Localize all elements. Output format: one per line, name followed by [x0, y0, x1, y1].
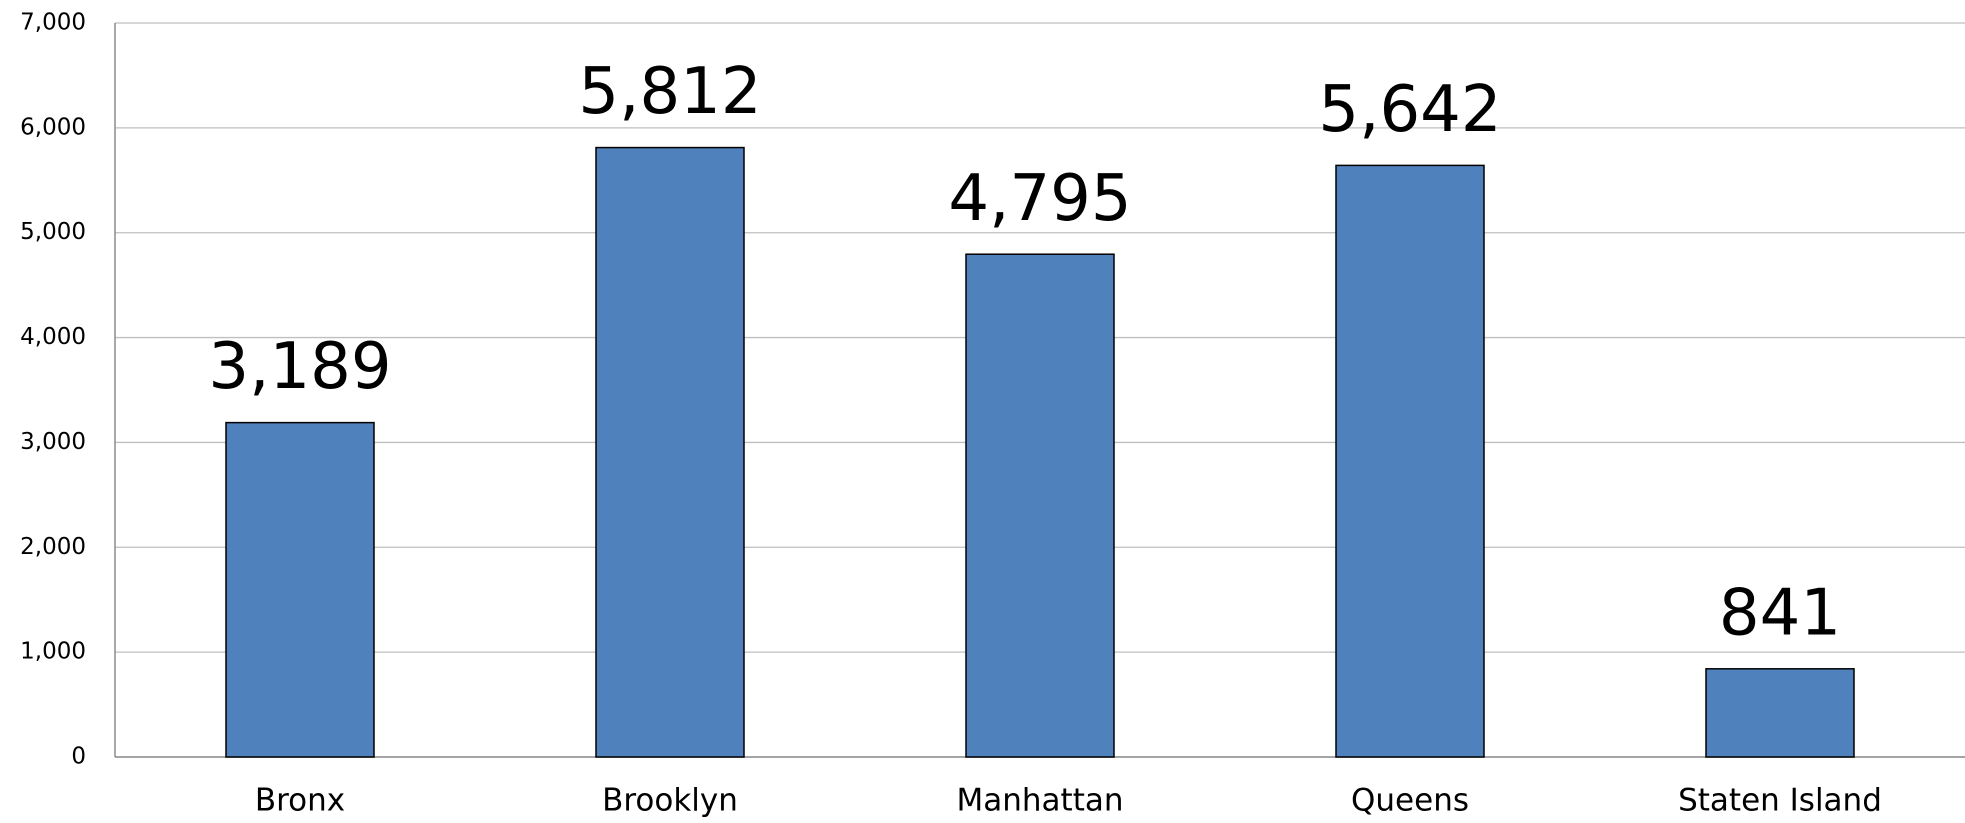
bar	[1335, 164, 1485, 758]
value-label: 4,795	[948, 162, 1131, 236]
x-tick-label: Queens	[1351, 783, 1469, 819]
y-tick-label: 4,000	[20, 324, 86, 350]
x-tick-label: Manhattan	[957, 783, 1124, 819]
x-tick-label: Brooklyn	[602, 783, 738, 819]
y-tick-label: 6,000	[20, 114, 86, 140]
y-tick-label: 0	[71, 744, 86, 770]
x-tick-label: Staten Island	[1678, 783, 1882, 819]
value-label: 5,642	[1318, 73, 1501, 147]
y-tick-label: 3,000	[20, 429, 86, 455]
value-label: 5,812	[578, 55, 761, 129]
bar	[595, 146, 745, 758]
bar	[965, 253, 1115, 758]
bar	[1705, 668, 1855, 758]
value-label: 841	[1719, 576, 1841, 650]
y-tick-label: 5,000	[20, 219, 86, 245]
y-tick-label: 2,000	[20, 534, 86, 560]
x-tick-label: Bronx	[255, 783, 345, 819]
y-tick-label: 1,000	[20, 639, 86, 665]
bar	[225, 421, 375, 758]
value-label: 3,189	[208, 330, 391, 404]
y-tick-label: 7,000	[20, 10, 86, 36]
